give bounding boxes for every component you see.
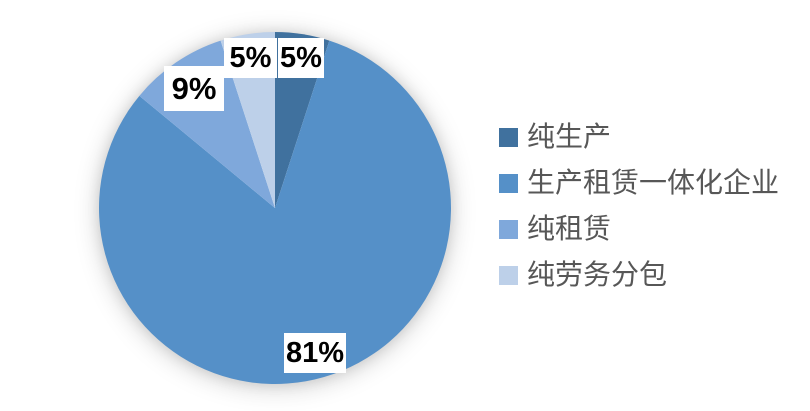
legend-item-production-lease-integrated[interactable]: 生产租赁一体化企业 — [499, 166, 779, 200]
data-label-production-lease-integrated: 81% — [284, 333, 346, 373]
legend-label: 纯生产 — [527, 119, 612, 153]
pie-slice-1[interactable] — [99, 40, 451, 385]
legend: 纯生产 生产租赁一体化企业 纯租赁 纯劳务分包 — [499, 120, 779, 292]
legend-label: 纯劳务分包 — [527, 257, 668, 291]
legend-item-pure-lease[interactable]: 纯租赁 — [499, 212, 779, 246]
legend-swatch-icon — [499, 265, 518, 285]
legend-item-pure-production[interactable]: 纯生产 — [499, 120, 779, 154]
legend-swatch-icon — [499, 219, 518, 239]
data-label-pure-production: 5% — [278, 38, 324, 78]
legend-label: 生产租赁一体化企业 — [527, 165, 780, 199]
legend-item-pure-labor-subcontract[interactable]: 纯劳务分包 — [499, 258, 779, 292]
legend-swatch-icon — [499, 173, 518, 193]
data-label-pure-labor-subcontract: 5% — [224, 38, 277, 78]
legend-swatch-icon — [499, 127, 518, 147]
legend-label: 纯租赁 — [527, 211, 612, 245]
data-label-pure-lease: 9% — [164, 66, 224, 111]
